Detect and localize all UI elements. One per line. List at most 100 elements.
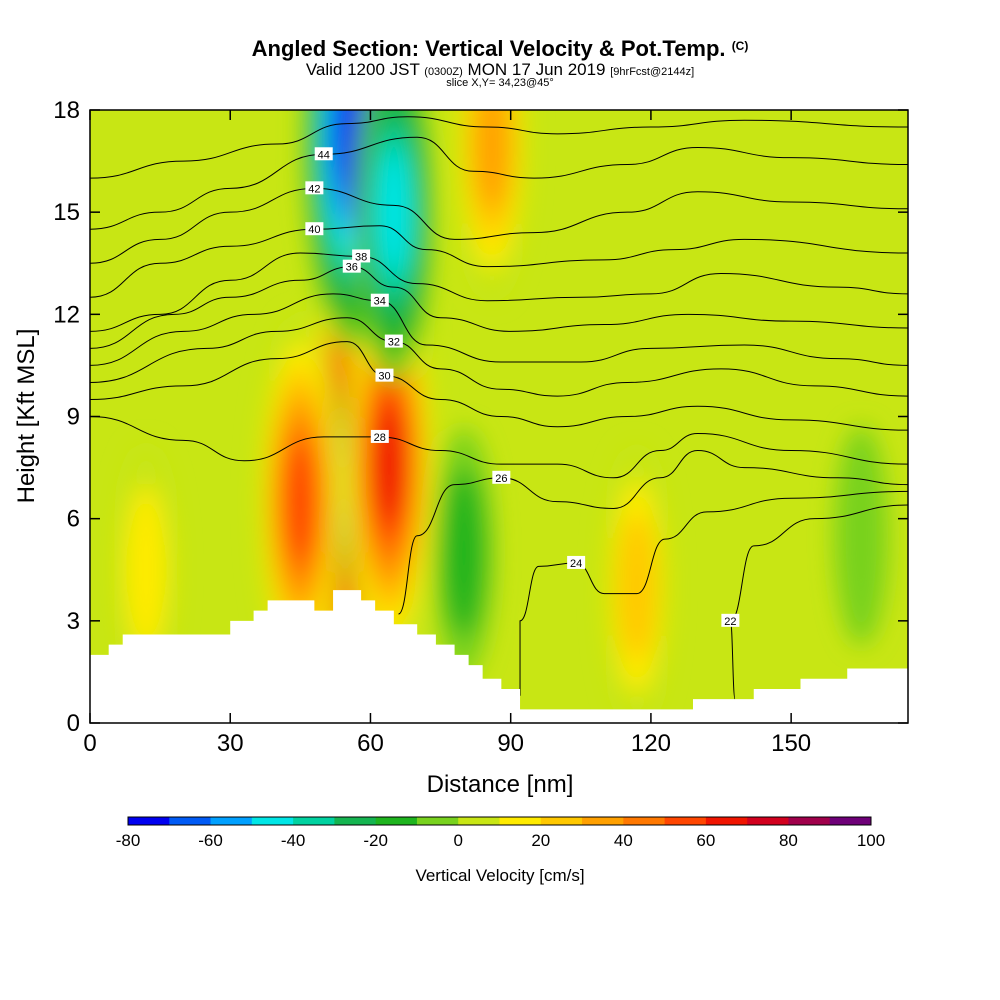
- colorbar-swatch: [458, 817, 500, 825]
- isentrope-label-text: 32: [388, 337, 400, 349]
- y-tick-label: 6: [67, 506, 80, 533]
- colorbar-swatch: [210, 817, 253, 825]
- colorbar-swatch: [128, 817, 170, 825]
- isentrope-label-box: [721, 613, 740, 627]
- terrain-mask: [90, 590, 908, 723]
- velocity-contour-fill: [284, 441, 317, 562]
- velocity-feature: [834, 425, 888, 646]
- isentrope-line: [90, 293, 908, 366]
- x-tick-label: 60: [357, 730, 384, 757]
- title-unit: (C): [731, 39, 749, 53]
- isentrope-line: [90, 416, 908, 479]
- colorbar-swatch: [169, 817, 212, 825]
- colorbar-swatch: [293, 817, 335, 825]
- velocity-feature: [434, 427, 494, 678]
- isentrope-label: 38: [352, 249, 371, 263]
- colorbar-tick-label: 80: [779, 831, 798, 850]
- isentrope-label-text: 34: [374, 296, 386, 308]
- isentrope-line: [90, 252, 908, 332]
- isentrope-label-box: [567, 555, 586, 569]
- colorbar-swatch: [747, 817, 789, 825]
- colorbar-swatch: [416, 817, 459, 825]
- isentrope-label: 36: [342, 259, 361, 274]
- isentrope-label-box: [370, 293, 389, 307]
- isentrope-line: [398, 450, 908, 615]
- slice-info: slice X,Y= 34,23@45°: [446, 77, 554, 89]
- velocity-feature: [354, 110, 434, 383]
- y-tick-label: 12: [53, 301, 80, 328]
- isentrope-label-text: 42: [308, 183, 320, 195]
- isentrope-label-box: [305, 222, 324, 236]
- isentrope-label: 30: [375, 368, 394, 383]
- velocity-contour-fill: [617, 513, 656, 661]
- velocity-feature: [258, 316, 343, 687]
- colorbar-swatch: [623, 817, 666, 825]
- chart-subtitle: Valid 1200 JST (0300Z) MON 17 Jun 2019 […: [305, 60, 695, 79]
- colorbar-swatch: [375, 817, 418, 825]
- forecast-info: [9hrFcst@2144z]: [610, 66, 695, 78]
- colorbar-tick-label: 20: [531, 831, 550, 850]
- y-tick-label: 3: [67, 608, 80, 635]
- isentrope-line: [90, 225, 908, 298]
- y-axis-label: Height [Kft MSL]: [13, 329, 40, 504]
- isentrope-line: [729, 504, 908, 700]
- colorbar-swatch: [664, 817, 707, 825]
- isentrope-label: 28: [370, 429, 389, 444]
- isentrope-label-box: [314, 147, 333, 161]
- colorbar-tick-label: -60: [198, 831, 223, 850]
- y-tick-label: 15: [53, 199, 80, 226]
- velocity-feature: [116, 444, 176, 695]
- velocity-contour-fill: [474, 110, 510, 211]
- colorbar-tick-label: 100: [857, 831, 885, 850]
- y-tick-label: 0: [67, 710, 80, 737]
- colorbar-swatch: [251, 817, 294, 825]
- colorbar: -80 -60 -40 -20 0 20 40 60 80 100: [116, 816, 885, 850]
- isentrope-label-box: [370, 429, 389, 443]
- isentrope-line: [90, 317, 908, 397]
- velocity-contour-fill: [834, 425, 888, 646]
- valid-zulu: (0300Z): [424, 66, 463, 78]
- y-tick-label: 18: [53, 97, 80, 124]
- isentrope-label-box: [352, 249, 371, 263]
- colorbar-swatch: [705, 817, 748, 825]
- isentrope-label-text: 40: [308, 224, 320, 236]
- velocity-contour-fill: [373, 406, 406, 523]
- chart-title: Angled Section: Vertical Velocity & Pot.…: [251, 36, 749, 61]
- x-axis-label: Distance [nm]: [427, 771, 574, 798]
- colorbar-tick-label: -80: [116, 831, 141, 850]
- colorbar-swatch: [582, 817, 624, 825]
- colorbar-swatch: [540, 817, 583, 825]
- velocity-feature: [455, 110, 529, 300]
- isentrope-label: 24: [567, 555, 586, 570]
- isentrope-line: [90, 187, 908, 264]
- velocity-contour-fill: [442, 468, 486, 638]
- isentrope-line: [90, 136, 908, 230]
- isentrope-label-box: [342, 259, 361, 273]
- isentrope-line: [90, 341, 908, 431]
- isentrope-label-text: 30: [378, 371, 390, 383]
- x-tick-label: 120: [631, 730, 671, 757]
- colorbar-tick-label: -20: [363, 831, 388, 850]
- colorbar-tick-label: 40: [614, 831, 633, 850]
- isentrope-line: [90, 266, 908, 349]
- colorbar-frame: [127, 816, 872, 826]
- velocity-feature: [343, 264, 435, 665]
- velocity-feature: [603, 446, 670, 723]
- velocity-contour-fill: [124, 485, 168, 655]
- x-tick-label: 90: [497, 730, 524, 757]
- colorbar-swatch: [334, 817, 377, 825]
- isentrope-label-text: 28: [374, 432, 386, 444]
- isentrope-label: 34: [370, 293, 389, 308]
- colorbar-swatch: [499, 817, 542, 825]
- isentrope-label-text: 24: [570, 558, 582, 570]
- isentrope-label: 22: [721, 613, 740, 628]
- velocity-field: [116, 110, 888, 723]
- colorbar-swatch: [829, 817, 872, 825]
- isentrope-label: 32: [384, 334, 403, 349]
- colorbar-label: Vertical Velocity [cm/s]: [415, 866, 584, 885]
- velocity-contour-fill: [376, 149, 411, 276]
